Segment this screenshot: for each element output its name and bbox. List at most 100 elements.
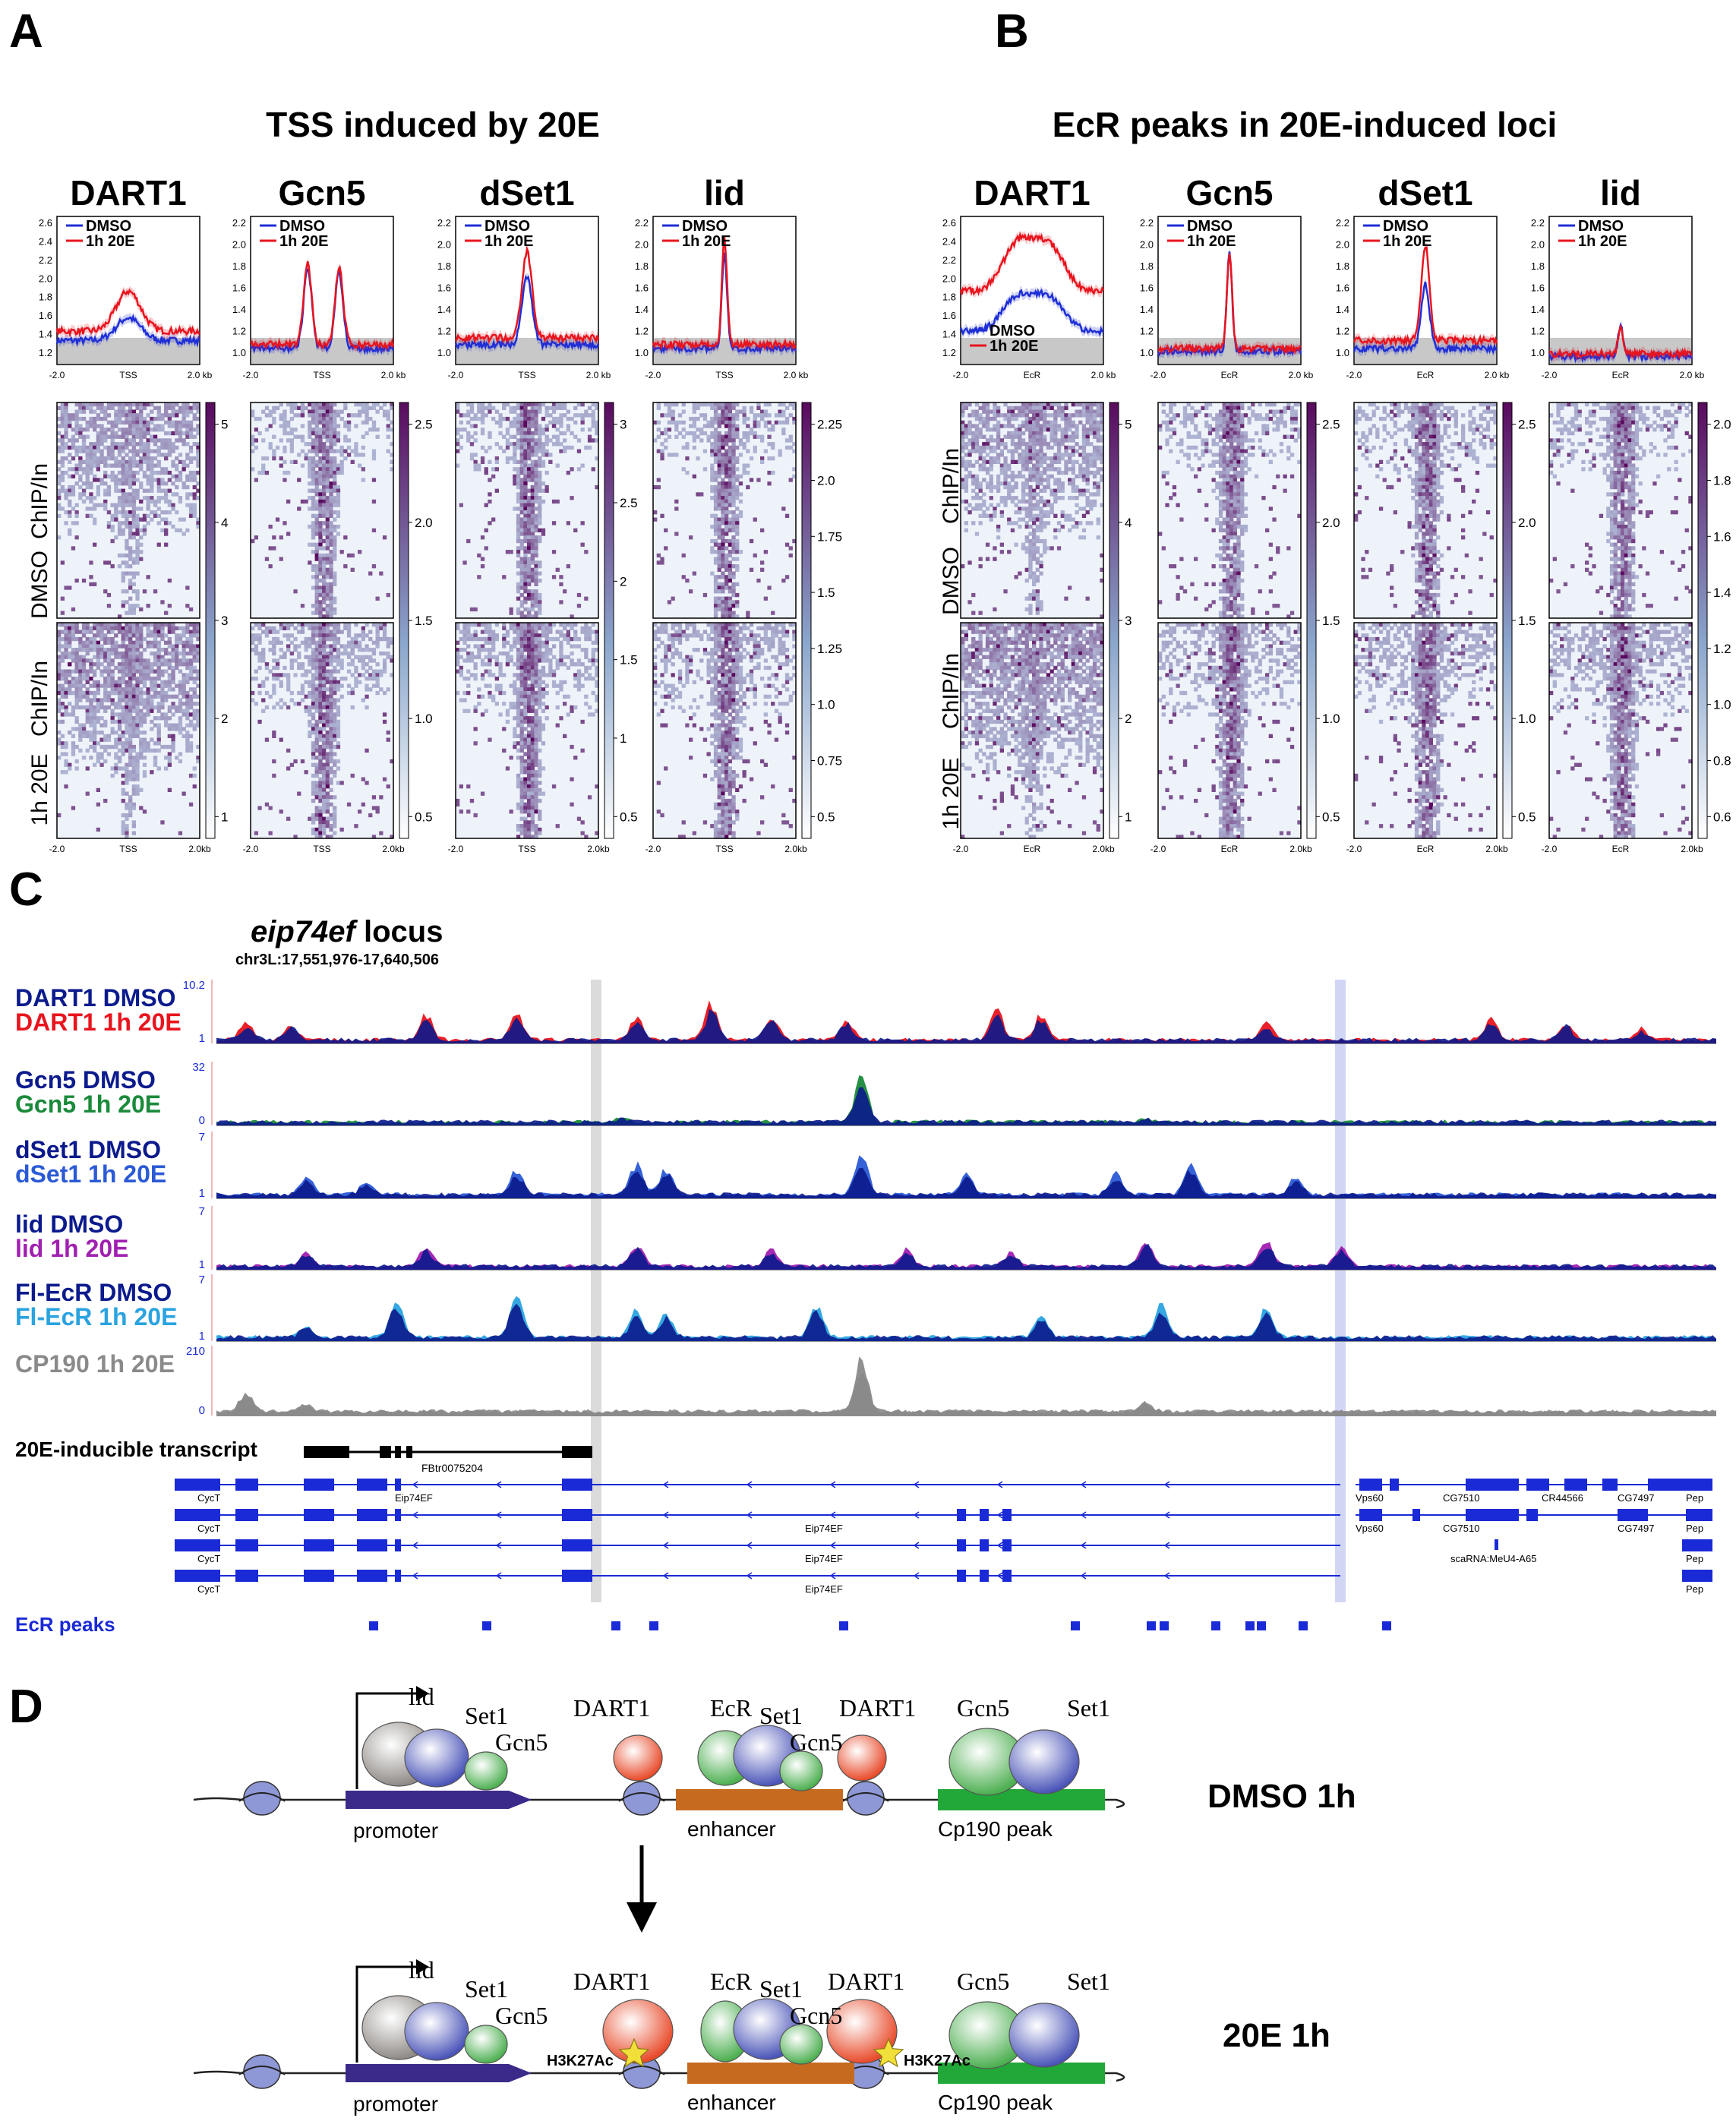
a-dset1-heat-dmso-cell xyxy=(527,488,532,493)
a-gcn5-heat-20e-cell xyxy=(257,683,262,688)
a-dart1-heat-20e-cell xyxy=(89,709,93,713)
a-dart1-heat-dmso-cell xyxy=(131,488,136,493)
a-dset1-heat-dmso-cell xyxy=(530,402,535,407)
a-gcn5-heat-20e-cell xyxy=(318,748,323,753)
a-dart1-heat-20e-cell xyxy=(57,633,62,638)
a-dset1-heat-dmso-cell xyxy=(566,470,570,475)
a-dart1-heat-dmso-cell xyxy=(175,413,179,418)
a-gcn5-heat-dmso-cell xyxy=(333,409,337,414)
a-dart1-heat-dmso-cell xyxy=(142,456,147,461)
a-dart1-heat-dmso-cell xyxy=(114,409,118,414)
a-gcn5-heat-dmso-cell xyxy=(371,478,377,482)
a-dart1-heat-dmso-cell xyxy=(60,463,65,468)
a-dset1-heat-20e-cell xyxy=(544,655,549,659)
a-gcn5-heat-dmso-cell xyxy=(375,596,380,601)
a-dart1-heat-dmso-cell xyxy=(150,456,154,461)
a-gcn5-heat-20e-cell xyxy=(350,636,355,642)
a-dset1-heat-20e-cell xyxy=(516,773,521,778)
a-dart1-heat-dmso-cell xyxy=(64,470,68,475)
a-gcn5-heat-dmso-cell xyxy=(390,459,394,464)
a-dart1-heat-dmso-cell xyxy=(89,560,93,565)
a-dart1-heat-dmso-cell xyxy=(146,431,150,436)
a-dart1-heat-20e-cell xyxy=(117,716,122,721)
a-dset1-legend-dmso: DMSO xyxy=(485,218,530,235)
a-lid-profile-tick: 1.8 xyxy=(635,260,649,272)
a-dart1-heat-20e-cell xyxy=(150,633,154,638)
a-dart1-heat-dmso-cell xyxy=(156,484,161,490)
a-dset1-heat-20e-cell xyxy=(530,626,535,630)
a-gcn5-heat-20e-cell xyxy=(336,655,341,659)
a-dart1-heat-20e-cell xyxy=(74,677,79,681)
a-gcn5-heat-20e-cell xyxy=(282,651,287,656)
a-dart1-heat-20e-cell xyxy=(71,734,76,738)
a-gcn5-heat-20e-cell xyxy=(311,673,316,677)
a-dset1-heat-20e-cell xyxy=(488,651,492,656)
a-gcn5-heat-dmso-cell xyxy=(329,567,333,572)
a-dart1-heat-dmso-cell xyxy=(171,442,175,447)
a-gcn5-profile-tick: 1.8 xyxy=(232,260,246,272)
a-dset1-heat-20e-cell xyxy=(469,633,475,638)
a-dart1-heat-20e-cell xyxy=(93,744,97,750)
a-dart1-heat-20e-cell xyxy=(125,651,129,656)
a-gcn5-heat-dmso-cell xyxy=(365,406,369,410)
a-dart1-heat-dmso-cell xyxy=(57,496,62,500)
a-gcn5-heat-20e-cell xyxy=(350,640,355,645)
a-gcn5-heat-dmso-cell xyxy=(371,420,377,425)
a-dset1-heat-20e-cell xyxy=(519,680,524,684)
a-dart1-heat-dmso-cell xyxy=(167,499,172,504)
a-dset1-heat-dmso-cell xyxy=(595,428,599,432)
a-dart1-heat-dmso-cell xyxy=(196,416,200,421)
a-gcn5-heat-dmso-cell xyxy=(350,553,355,558)
a-dset1-heat-dmso-cell xyxy=(538,571,542,576)
a-dart1-heat-20e-cell xyxy=(139,741,144,746)
a-gcn5-heat-20e-cell xyxy=(361,802,365,806)
a-dset1-heat-20e-cell xyxy=(538,831,542,835)
a-gcn5-heat-20e-cell xyxy=(382,665,387,671)
a-gcn5-heat-20e-cell xyxy=(325,773,330,778)
a-dart1-heat-20e-cell xyxy=(125,716,129,721)
a-dart1-heat-20e-cell xyxy=(156,644,161,649)
a-dset1-heat-20e-cell xyxy=(559,687,563,692)
a-gcn5-heat-dmso-cell xyxy=(308,442,312,447)
a-gcn5-heat-20e-cell xyxy=(318,810,323,814)
a-dart1-heat-20e-cell xyxy=(156,723,161,728)
a-gcn5-heat-dmso-cell xyxy=(314,420,319,425)
a-dset1-heat-20e-cell xyxy=(523,712,528,717)
a-dset1-heat-20e-cell xyxy=(530,630,535,634)
a-gcn5-heat-20e-cell xyxy=(289,640,294,645)
a-dset1-heat-20e-cell xyxy=(527,694,532,699)
a-dset1-heat-dmso-cell xyxy=(544,470,549,475)
a-gcn5-heat-20e-cell xyxy=(390,759,394,764)
a-gcn5-heat-20e-cell xyxy=(311,831,316,835)
a-dart1-profile-tick: 1.6 xyxy=(39,310,52,321)
a-gcn5-heat-dmso-cell xyxy=(314,470,319,475)
a-dset1-heat-20e-cell xyxy=(538,719,542,724)
a-dart1-heat-dmso-cell xyxy=(135,517,140,522)
a-dart1-heat-20e-cell xyxy=(146,644,150,649)
a-dart1-heat-dmso-cell xyxy=(128,492,133,497)
a-dart1-heat-20e-cell xyxy=(74,716,79,721)
a-dart1-heat-dmso-cell xyxy=(117,449,122,453)
a-dset1-heat-20e-cell xyxy=(538,636,542,642)
a-dset1-heat-dmso-cell xyxy=(555,428,560,432)
a-gcn5-heat-20e-cell xyxy=(318,734,323,738)
a-gcn5-heat-dmso-cell xyxy=(311,611,316,615)
a-gcn5-heat-20e-cell xyxy=(346,633,352,638)
a-dset1-heat-dmso-cell xyxy=(530,478,535,482)
a-dset1-heat-20e-cell xyxy=(566,636,570,642)
a-dset1-heat-dmso-cell xyxy=(538,592,542,598)
a-dset1-heat-20e-cell xyxy=(519,623,524,627)
a-dset1-heat-20e-cell xyxy=(516,734,521,738)
a-dset1-heat-dmso-cell xyxy=(534,614,538,619)
a-gcn5-heat-dmso-cell xyxy=(261,456,266,461)
a-gcn5-heat-dmso-cell xyxy=(322,503,327,507)
a-dart1-heat-20e-cell xyxy=(114,712,118,717)
a-dart1-heat-dmso-cell xyxy=(128,535,133,540)
a-gcn5-heat-20e-cell xyxy=(325,712,330,717)
a-dart1-heat-20e-cell xyxy=(171,727,175,731)
a-dart1-heat-20e-cell xyxy=(93,680,97,684)
a-gcn5-heat-dmso-cell xyxy=(289,428,294,432)
a-dset1-heat-dmso-cell xyxy=(570,496,574,500)
a-dset1-heat-dmso-cell xyxy=(544,424,549,428)
a-gcn5-heat-dmso-cell xyxy=(308,424,312,428)
